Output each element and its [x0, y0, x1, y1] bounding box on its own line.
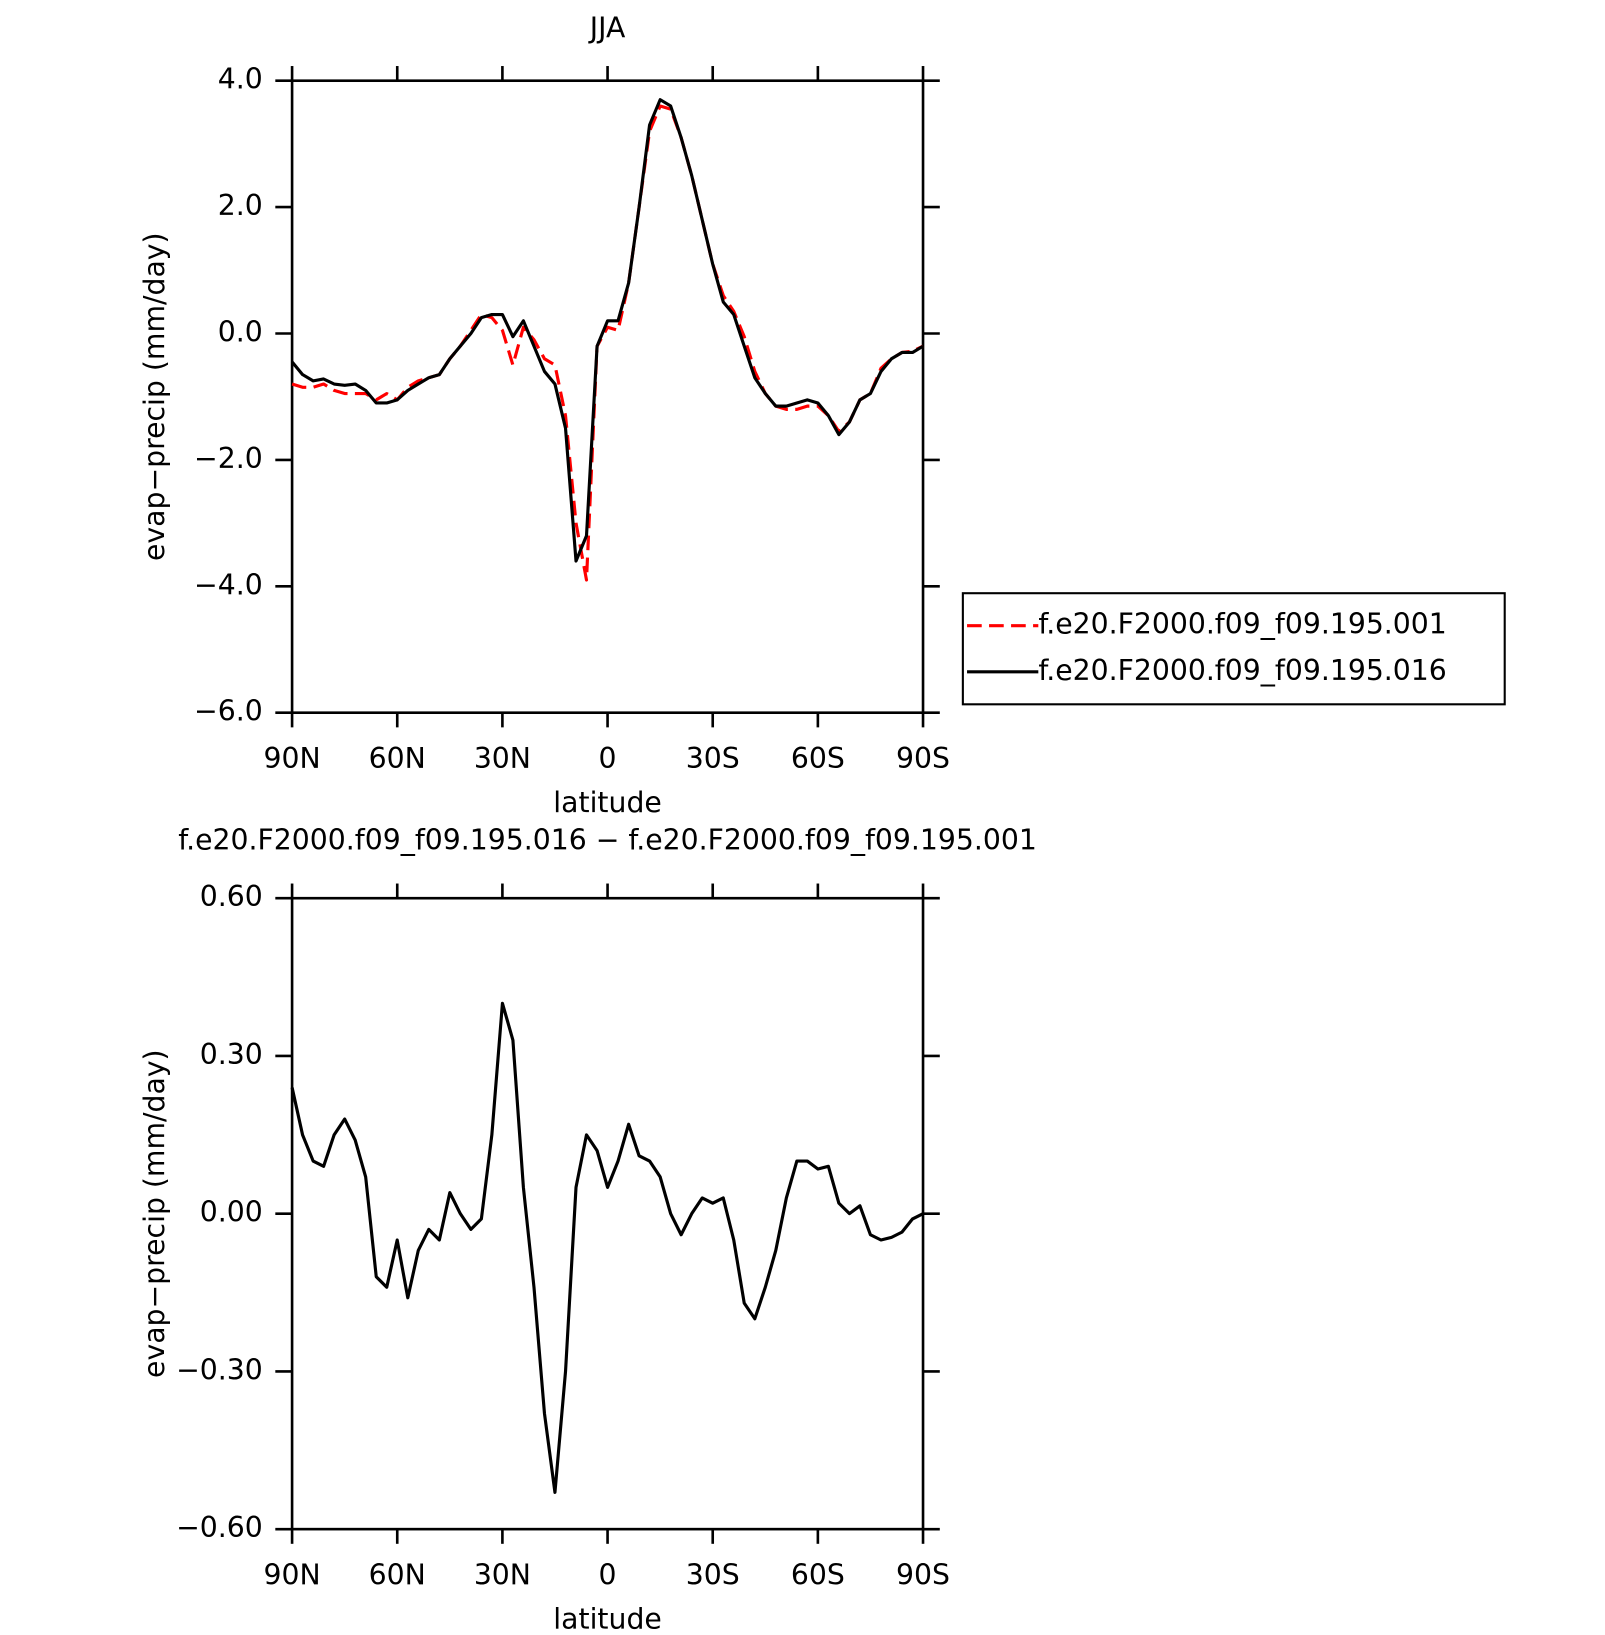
- y-tick-label: −2.0: [194, 442, 263, 475]
- series-line: [290, 1001, 924, 1494]
- x-tick-label: 30N: [474, 742, 531, 775]
- x-tick-label: 60N: [369, 1558, 426, 1591]
- x-axis-label: latitude: [553, 786, 662, 819]
- y-tick-label: −0.60: [176, 1511, 263, 1544]
- y-tick-label: 0.60: [200, 880, 263, 913]
- y-axis-label: evap−precip (mm/day): [138, 1049, 171, 1378]
- chart-title: JJA: [588, 11, 626, 44]
- x-tick-label: 90S: [896, 742, 950, 775]
- series-line: [291, 104, 924, 582]
- x-tick-label: 90S: [896, 1558, 950, 1591]
- y-tick-label: 0.0: [218, 315, 263, 348]
- x-tick-label: 60N: [369, 742, 426, 775]
- x-tick-label: 60S: [791, 742, 845, 775]
- y-tick-label: −6.0: [194, 695, 263, 728]
- x-tick-label: 90N: [264, 1558, 321, 1591]
- y-tick-label: 0.30: [200, 1038, 263, 1071]
- series-line: [290, 98, 924, 563]
- y-axis-label: evap−precip (mm/day): [138, 232, 171, 561]
- x-tick-label: 0: [599, 1558, 617, 1591]
- y-tick-label: −0.30: [176, 1353, 263, 1386]
- legend-label: f.e20.F2000.f09_f09.195.016: [1038, 654, 1446, 687]
- x-tick-label: 90N: [264, 742, 321, 775]
- y-tick-label: 4.0: [218, 63, 263, 96]
- x-tick-label: 60S: [791, 1558, 845, 1591]
- chart-title: f.e20.F2000.f09_f09.195.016 − f.e20.F200…: [178, 824, 1037, 857]
- x-tick-label: 30N: [474, 1558, 531, 1591]
- y-tick-label: 2.0: [218, 189, 263, 222]
- x-tick-label: 0: [599, 742, 617, 775]
- x-tick-label: 30S: [686, 742, 740, 775]
- y-tick-label: 0.00: [200, 1196, 263, 1229]
- y-tick-label: −4.0: [194, 568, 263, 601]
- x-tick-label: 30S: [686, 1558, 740, 1591]
- x-axis-label: latitude: [553, 1602, 662, 1635]
- plot-frame: [290, 79, 925, 715]
- legend-box: [961, 592, 1506, 706]
- plot-frame: [290, 896, 925, 1531]
- legend-label: f.e20.F2000.f09_f09.195.001: [1038, 608, 1446, 641]
